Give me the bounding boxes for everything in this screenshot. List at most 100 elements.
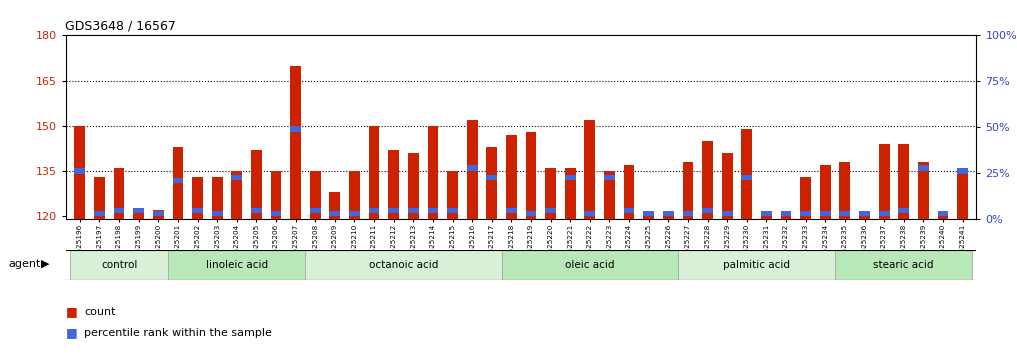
Bar [467, 120, 478, 219]
Bar [839, 162, 850, 219]
Text: stearic acid: stearic acid [874, 259, 934, 270]
Bar [114, 208, 124, 213]
Bar [290, 65, 301, 219]
Bar [898, 208, 909, 213]
Bar [271, 171, 282, 219]
Bar [820, 211, 831, 216]
Bar [545, 168, 556, 219]
Bar [94, 177, 105, 219]
Bar [545, 208, 556, 213]
Bar [879, 144, 890, 219]
Text: ■: ■ [66, 305, 78, 318]
Text: control: control [101, 259, 137, 270]
Bar [644, 211, 654, 216]
Bar [722, 153, 732, 219]
Bar [271, 211, 282, 216]
Text: octanoic acid: octanoic acid [369, 259, 438, 270]
Bar [153, 211, 164, 216]
Bar [604, 175, 615, 180]
Bar [526, 132, 536, 219]
Bar [682, 211, 694, 216]
Bar [564, 168, 576, 219]
Bar [486, 175, 497, 180]
Bar [232, 175, 242, 180]
Bar [957, 171, 968, 219]
Text: palmitic acid: palmitic acid [723, 259, 790, 270]
Bar [859, 211, 870, 216]
Bar [741, 129, 753, 219]
Bar [133, 208, 144, 213]
Bar [330, 192, 341, 219]
Bar [918, 162, 929, 219]
Bar [192, 177, 203, 219]
Bar [173, 147, 183, 219]
Bar [501, 250, 678, 280]
Bar [427, 208, 438, 213]
Bar [526, 211, 536, 216]
Bar [585, 120, 595, 219]
Bar [623, 208, 635, 213]
Bar [173, 178, 183, 183]
Bar [114, 168, 124, 219]
Bar [702, 208, 713, 213]
Bar [290, 126, 301, 132]
Bar [702, 141, 713, 219]
Bar [192, 208, 203, 213]
Bar [938, 213, 949, 219]
Bar [408, 208, 419, 213]
Bar [604, 171, 615, 219]
Bar [585, 211, 595, 216]
Bar [486, 147, 497, 219]
Bar [761, 211, 772, 216]
Bar [564, 175, 576, 180]
Bar [957, 169, 968, 174]
Text: linoleic acid: linoleic acid [205, 259, 267, 270]
Bar [427, 126, 438, 219]
Bar [447, 171, 458, 219]
Text: GDS3648 / 16567: GDS3648 / 16567 [65, 20, 176, 33]
Bar [741, 175, 753, 180]
Bar [839, 211, 850, 216]
Bar [310, 208, 320, 213]
Bar [722, 211, 732, 216]
Bar [251, 150, 261, 219]
Bar [133, 210, 144, 219]
Bar [310, 171, 320, 219]
Bar [447, 208, 458, 213]
Text: ▶: ▶ [41, 259, 49, 269]
Text: percentile rank within the sample: percentile rank within the sample [84, 328, 273, 338]
Bar [388, 208, 399, 213]
Bar [168, 250, 305, 280]
Bar [349, 211, 360, 216]
Bar [800, 211, 811, 216]
Bar [820, 165, 831, 219]
Bar [663, 211, 673, 216]
Bar [388, 150, 399, 219]
Bar [761, 213, 772, 219]
Text: oleic acid: oleic acid [565, 259, 614, 270]
Bar [305, 250, 501, 280]
Bar [251, 208, 261, 213]
Bar [369, 126, 379, 219]
Bar [781, 211, 791, 216]
Bar [918, 165, 929, 171]
Bar [349, 171, 360, 219]
Bar [623, 165, 635, 219]
Bar [938, 211, 949, 216]
Bar [212, 177, 223, 219]
Bar [678, 250, 835, 280]
Text: agent: agent [8, 259, 41, 269]
Bar [644, 213, 654, 219]
Bar [800, 177, 811, 219]
Bar [879, 211, 890, 216]
Bar [781, 213, 791, 219]
Text: ■: ■ [66, 326, 78, 339]
Text: count: count [84, 307, 116, 316]
Bar [467, 165, 478, 171]
Bar [94, 211, 105, 216]
Bar [506, 208, 517, 213]
Bar [663, 213, 673, 219]
Bar [74, 126, 85, 219]
Bar [330, 211, 341, 216]
Bar [369, 208, 379, 213]
